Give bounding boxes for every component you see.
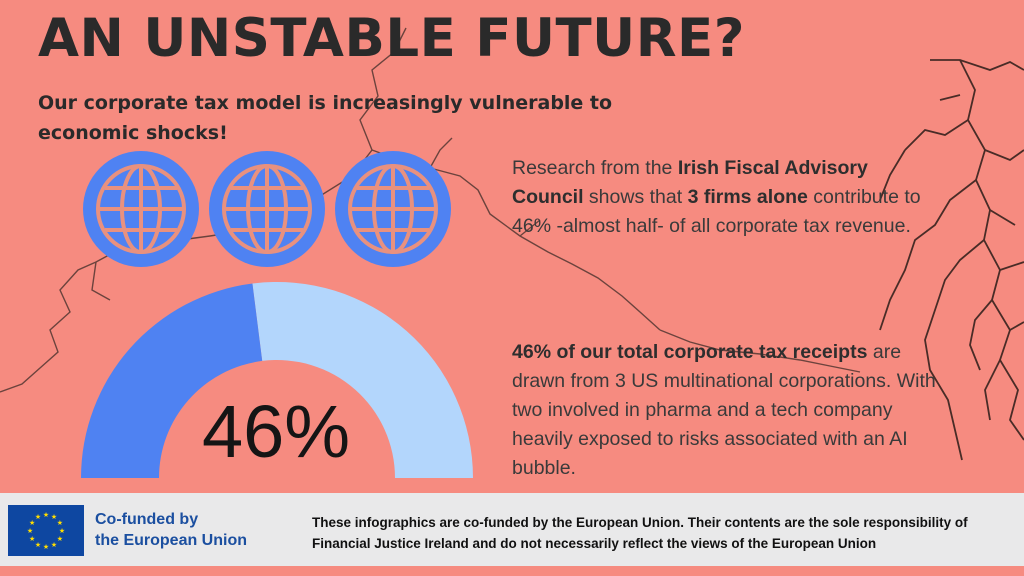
eu-star-icon: ★ bbox=[57, 535, 63, 543]
globe-icon bbox=[83, 151, 199, 267]
eu-star-icon: ★ bbox=[43, 511, 49, 519]
eu-flag-icon: ★★★★★★★★★ ★ ★★ bbox=[8, 505, 84, 556]
gauge-filled-arc bbox=[81, 283, 263, 478]
eu-star-icon: ★ bbox=[57, 519, 63, 527]
bold-text-run: Irish Fiscal Advisory Council bbox=[512, 157, 868, 208]
eu-star-icon: ★ bbox=[35, 541, 41, 549]
eu-star-icon: ★ bbox=[51, 541, 57, 549]
eu-cofunded-label: Co-funded by the European Union bbox=[95, 509, 247, 551]
text-run: Research from the bbox=[512, 157, 678, 179]
eu-star-icon: ★ bbox=[43, 543, 49, 551]
percentage-gauge bbox=[81, 282, 473, 478]
text-run: are drawn from 3 US multinational corpor… bbox=[512, 341, 936, 479]
eu-star-icon: ★ bbox=[35, 513, 41, 521]
bold-text-run: 46% of our total corporate tax receipts bbox=[512, 341, 868, 363]
eu-star-icon: ★ bbox=[59, 527, 65, 535]
eu-star-icon: ★ bbox=[51, 513, 57, 521]
receipts-paragraph: 46% of our total corporate tax receipts … bbox=[512, 338, 942, 483]
bold-text-run: 3 firms alone bbox=[687, 186, 808, 208]
globe-icon bbox=[209, 151, 325, 267]
eu-star-icon: ★ bbox=[29, 519, 35, 527]
eu-star-icon: ★ bbox=[29, 535, 35, 543]
research-paragraph: Research from the Irish Fiscal Advisory … bbox=[512, 154, 932, 241]
footer-strip bbox=[0, 566, 1024, 576]
page-subtitle: Our corporate tax model is increasingly … bbox=[38, 92, 613, 144]
globe-icon bbox=[335, 151, 451, 267]
eu-disclaimer: These infographics are co-funded by the … bbox=[312, 515, 968, 551]
gauge-value-label: 46% bbox=[201, 390, 351, 473]
text-run: contribute to 46% -almost half- of all c… bbox=[512, 186, 921, 237]
gauge-remaining-arc bbox=[252, 282, 473, 478]
eu-label-line2: the European Union bbox=[95, 532, 247, 549]
eu-star-icon: ★ bbox=[27, 527, 33, 535]
footer-banner: ★ ★ ★ ★ ★ ★ ★ ★ ★ ★ ★ ★ Co-funded by the European U… bbox=[0, 493, 1024, 566]
text-run: shows that bbox=[583, 186, 688, 208]
eu-label-line1: Co-funded by bbox=[95, 511, 199, 528]
page-title: AN UNSTABLE FUTURE? bbox=[38, 8, 745, 69]
